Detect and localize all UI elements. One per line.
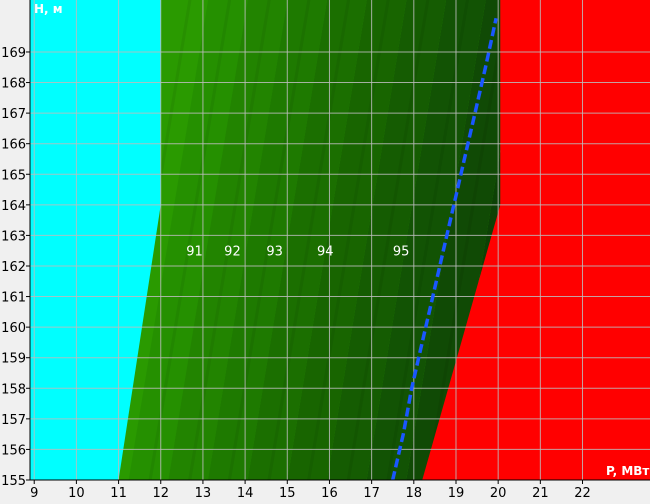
x-tick-label: 12 [152,486,169,500]
efficiency-label: 92 [224,245,241,260]
efficiency-band [326,0,447,480]
y-tick-label: 155 [1,474,26,489]
y-tick-label: 161 [1,291,26,306]
zones-layer [30,0,650,480]
efficiency-band-shade [346,0,430,480]
efficiency-band [406,0,526,480]
y-tick-label: 164 [1,199,26,214]
x-tick-label: 14 [237,486,254,500]
x-tick-label: 15 [279,486,296,500]
y-axis-label: H, м [34,2,63,16]
low-limit-zone [30,0,161,480]
x-tick-label: 13 [195,486,212,500]
efficiency-band-shade [227,0,311,480]
efficiency-band-shade [188,0,271,480]
y-tick-label: 166 [1,138,26,153]
x-tick-label: 18 [406,486,423,500]
efficiency-label: 93 [266,245,283,260]
efficiency-band [247,0,367,480]
y-tick-label: 156 [1,443,26,458]
y-tick-label: 169 [1,46,26,61]
y-tick-label: 167 [1,107,26,122]
x-tick-label: 19 [448,486,465,500]
efficiency-band-shade [307,0,390,480]
efficiency-band-shade [148,0,232,480]
efficiency-band [287,0,407,480]
y-tick-label: 162 [1,260,26,275]
y-tick-label: 168 [1,77,26,92]
y-tick-label: 159 [1,352,26,367]
x-tick-label: 21 [532,486,549,500]
grid-layer [30,0,650,480]
x-tick-label: 20 [490,486,507,500]
efficiency-band [168,0,288,480]
x-tick-label: 10 [68,486,85,500]
efficiency-band [207,0,328,480]
x-tick-label: 11 [110,486,127,500]
efficiency-band-shade [426,0,509,480]
efficiency-label: 94 [317,245,334,260]
y-tick-label: 163 [1,229,26,244]
y-tick-label: 160 [1,321,26,336]
x-tick-label: 9 [30,486,38,500]
y-tick-label: 158 [1,382,26,397]
high-limit-zone [422,0,650,480]
x-tick-label: 17 [363,486,380,500]
efficiency-label: 91 [186,245,203,260]
labels-layer: 91 92 93 94 95 [186,245,409,260]
efficiency-label: 95 [393,245,410,260]
y-tick-label: 165 [1,168,26,183]
line-layer [390,17,498,480]
x-tick-label: 22 [574,486,591,500]
efficiency-band-shade [386,0,470,480]
x-tick-label: 16 [321,486,338,500]
optimal-line [390,17,498,480]
x-axis-label: P, МВт [606,464,649,478]
y-tick-label: 157 [1,413,26,428]
efficiency-band [128,0,248,480]
